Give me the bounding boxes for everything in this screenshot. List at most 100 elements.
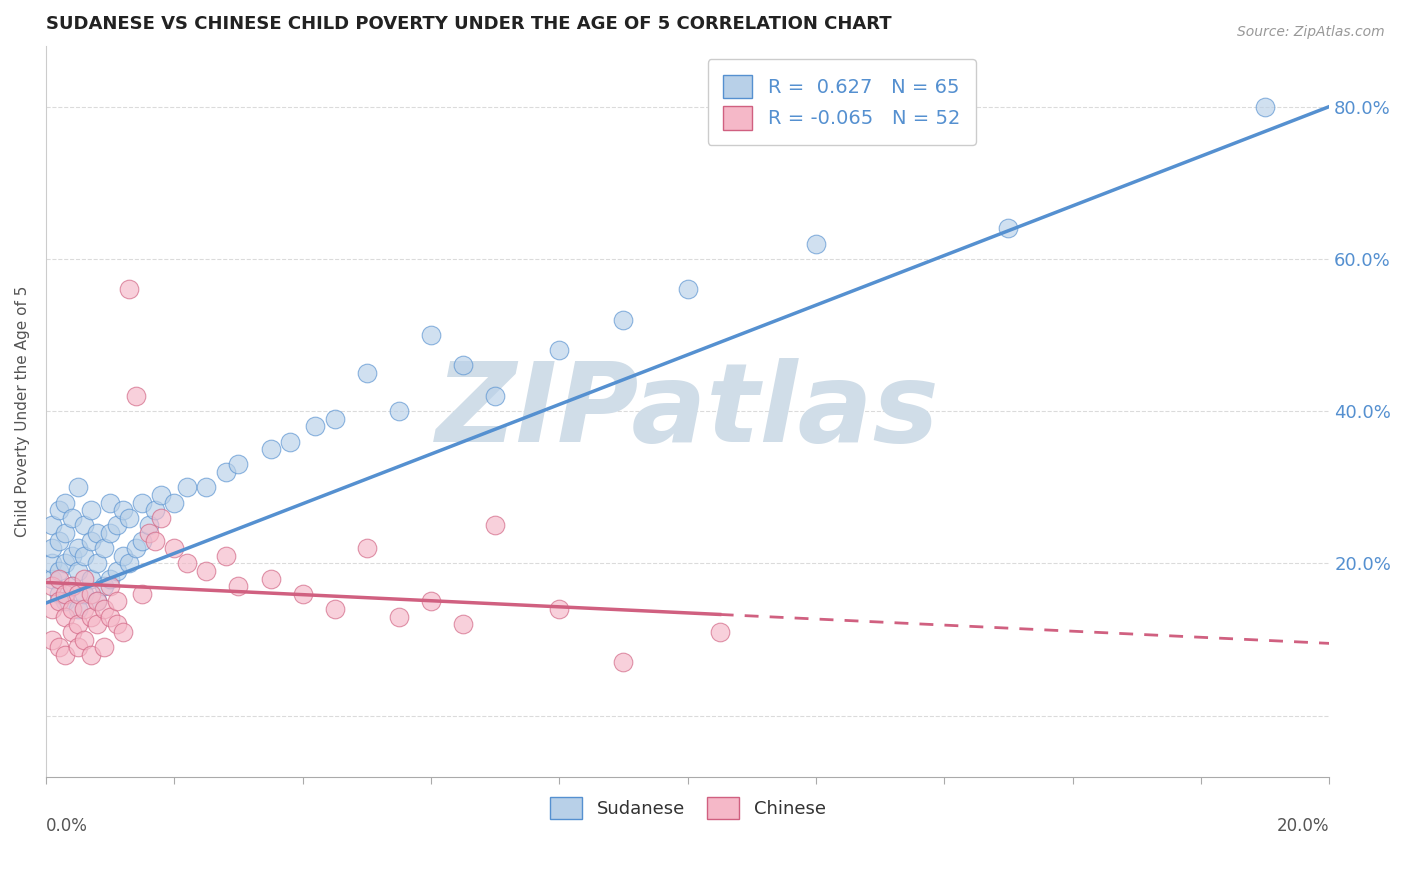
Point	[612, 656, 634, 670]
Point	[60, 624, 83, 639]
Point	[259, 572, 281, 586]
Point	[118, 557, 141, 571]
Point	[484, 389, 506, 403]
Point	[67, 617, 90, 632]
Point	[997, 221, 1019, 235]
Point	[93, 602, 115, 616]
Point	[98, 609, 121, 624]
Point	[86, 617, 108, 632]
Point	[1254, 99, 1277, 113]
Point	[548, 343, 571, 358]
Point	[163, 495, 186, 509]
Point	[304, 419, 326, 434]
Point	[53, 609, 76, 624]
Text: ZIPatlas: ZIPatlas	[436, 358, 939, 465]
Point	[484, 518, 506, 533]
Point	[131, 587, 153, 601]
Point	[388, 609, 411, 624]
Point	[48, 564, 70, 578]
Point	[67, 564, 90, 578]
Point	[73, 572, 96, 586]
Point	[53, 495, 76, 509]
Point	[105, 518, 128, 533]
Point	[73, 518, 96, 533]
Point	[80, 533, 103, 548]
Point	[176, 480, 198, 494]
Point	[48, 587, 70, 601]
Point	[111, 503, 134, 517]
Point	[60, 510, 83, 524]
Point	[118, 510, 141, 524]
Point	[80, 587, 103, 601]
Point	[214, 549, 236, 563]
Point	[451, 617, 474, 632]
Point	[60, 602, 83, 616]
Point	[53, 587, 76, 601]
Point	[86, 526, 108, 541]
Point	[111, 549, 134, 563]
Point	[53, 557, 76, 571]
Point	[41, 518, 63, 533]
Point	[98, 572, 121, 586]
Point	[804, 236, 827, 251]
Point	[138, 518, 160, 533]
Point	[67, 587, 90, 601]
Point	[323, 602, 346, 616]
Point	[73, 549, 96, 563]
Point	[356, 366, 378, 380]
Point	[73, 632, 96, 647]
Point	[53, 526, 76, 541]
Point	[548, 602, 571, 616]
Point	[67, 602, 90, 616]
Point	[420, 328, 443, 343]
Point	[93, 640, 115, 655]
Point	[195, 480, 218, 494]
Legend: Sudanese, Chinese: Sudanese, Chinese	[543, 789, 832, 826]
Point	[48, 594, 70, 608]
Point	[93, 541, 115, 556]
Text: 20.0%: 20.0%	[1277, 817, 1329, 835]
Point	[98, 495, 121, 509]
Point	[86, 557, 108, 571]
Point	[709, 624, 731, 639]
Point	[60, 579, 83, 593]
Point	[143, 533, 166, 548]
Point	[356, 541, 378, 556]
Point	[41, 632, 63, 647]
Point	[67, 480, 90, 494]
Point	[80, 609, 103, 624]
Point	[105, 564, 128, 578]
Point	[228, 458, 250, 472]
Point	[98, 579, 121, 593]
Point	[48, 572, 70, 586]
Text: Source: ZipAtlas.com: Source: ZipAtlas.com	[1237, 25, 1385, 39]
Point	[80, 503, 103, 517]
Text: 0.0%: 0.0%	[46, 817, 87, 835]
Point	[60, 549, 83, 563]
Y-axis label: Child Poverty Under the Age of 5: Child Poverty Under the Age of 5	[15, 285, 30, 537]
Point	[105, 617, 128, 632]
Point	[138, 526, 160, 541]
Point	[143, 503, 166, 517]
Point	[259, 442, 281, 457]
Point	[53, 594, 76, 608]
Point	[41, 541, 63, 556]
Point	[41, 602, 63, 616]
Point	[451, 359, 474, 373]
Point	[420, 594, 443, 608]
Point	[111, 624, 134, 639]
Point	[41, 579, 63, 593]
Point	[176, 557, 198, 571]
Point	[48, 533, 70, 548]
Point	[125, 541, 148, 556]
Point	[278, 434, 301, 449]
Point	[80, 648, 103, 662]
Point	[98, 526, 121, 541]
Point	[388, 404, 411, 418]
Point	[118, 282, 141, 296]
Point	[86, 594, 108, 608]
Point	[676, 282, 699, 296]
Point	[41, 557, 63, 571]
Point	[60, 579, 83, 593]
Point	[150, 488, 173, 502]
